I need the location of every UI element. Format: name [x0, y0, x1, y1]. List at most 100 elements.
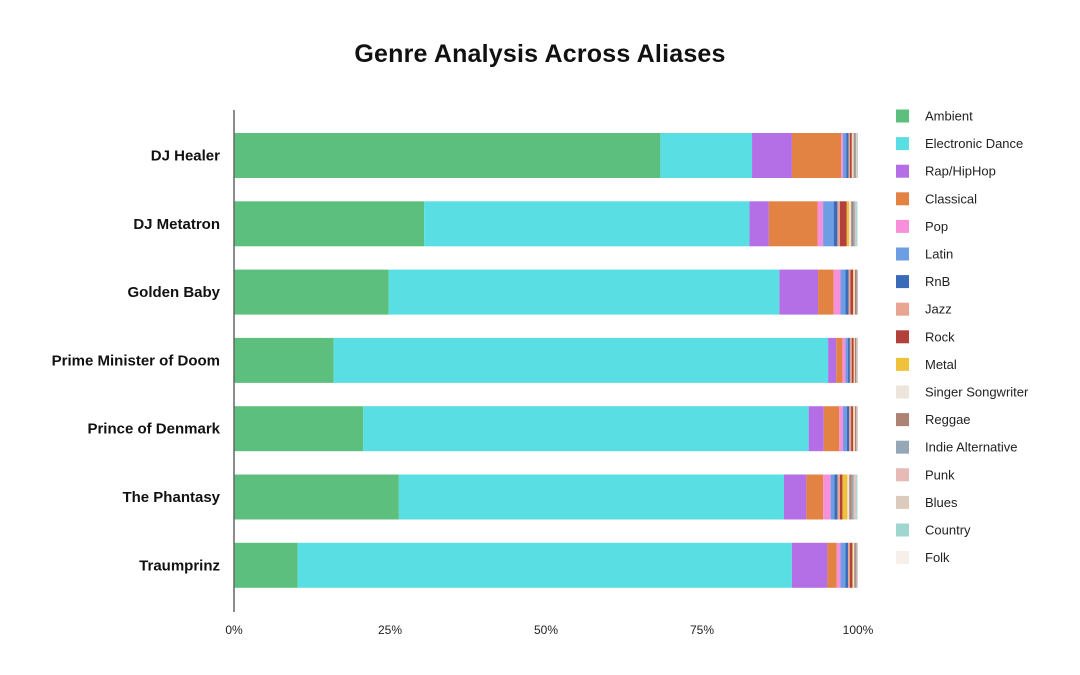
bar-segment-6-12 [855, 542, 857, 588]
bar-segment-6-9 [852, 542, 853, 588]
bar-segment-2-1 [388, 269, 780, 315]
legend-label: Ambient [925, 109, 973, 124]
bar-segment-6-4 [836, 542, 841, 588]
bar-segment-2-6 [845, 269, 849, 315]
bar-segment-4-12 [856, 406, 857, 452]
bar-segment-2-13 [857, 269, 858, 315]
bar-segment-1-15 [856, 201, 858, 247]
legend: Ambient Electronic Dance Rap/HipHop Classic… [896, 109, 1029, 565]
bar-segment-3-8 [851, 337, 854, 383]
bar-segment-1-2 [749, 201, 769, 247]
category-labels: DJ Healer DJ Metatron Golden Baby Prime Min… [52, 148, 221, 575]
bar-segment-3-14 [857, 337, 858, 383]
chart-title: Genre Analysis Across Aliases [354, 40, 726, 68]
bar-segment-4-9 [853, 406, 854, 452]
legend-swatch [896, 357, 909, 371]
bars-group [234, 133, 858, 588]
bar-segment-5-6 [834, 474, 838, 520]
category-label: Golden Baby [127, 284, 220, 301]
bar-segment-0-13 [856, 133, 857, 178]
bar-segment-2-10 [853, 269, 855, 315]
bar-segment-1-14 [855, 201, 857, 247]
category-label: Traumprinz [139, 557, 220, 574]
bar-segment-0-1 [660, 133, 753, 178]
bar-segment-0-7 [848, 133, 850, 178]
bar-segment-0-10 [852, 133, 854, 178]
bar-segment-1-1 [424, 201, 750, 247]
legend-label: Country [925, 523, 971, 538]
bar-segment-6-14 [857, 542, 858, 588]
bar-segment-2-8 [850, 269, 854, 315]
legend-label: Folk [925, 550, 950, 565]
bar-segment-2-9 [853, 269, 854, 315]
category-label: DJ Metatron [133, 216, 220, 233]
category-label: Prince of Denmark [87, 421, 220, 438]
bar-segment-5-4 [823, 474, 831, 520]
bar-segment-3-7 [849, 337, 852, 383]
bar-segment-3-1 [333, 337, 829, 383]
bar-segment-5-15 [856, 474, 858, 520]
bar-segment-3-2 [828, 337, 837, 383]
legend-label: Reggae [925, 412, 971, 427]
bar-segment-5-9 [842, 474, 848, 520]
bar-segment-5-12 [851, 474, 854, 520]
bar-segment-0-12 [854, 133, 857, 178]
legend-label: RnB [925, 274, 950, 289]
bar-segment-5-11 [849, 474, 852, 520]
bar-segment-5-2 [783, 474, 807, 520]
bar-segment-6-10 [853, 542, 855, 588]
bar-segment-0-3 [791, 133, 842, 178]
category-label: DJ Healer [151, 148, 220, 165]
bar-segment-2-3 [818, 269, 834, 315]
legend-label: Jazz [925, 302, 952, 317]
bar-segment-4-2 [808, 406, 824, 452]
bar-segment-4-14 [857, 406, 858, 452]
legend-swatch [896, 385, 909, 399]
legend-swatch [896, 302, 909, 316]
bar-segment-0-4 [841, 133, 844, 178]
bar-segment-0-8 [849, 133, 852, 178]
bar-segment-1-11 [851, 201, 854, 247]
legend-label: Blues [925, 495, 958, 510]
legend-label: Punk [925, 467, 955, 482]
bar-segment-2-7 [848, 269, 851, 315]
legend-swatch [896, 275, 909, 289]
bar-segment-3-10 [854, 337, 855, 383]
bar-segment-3-9 [853, 337, 855, 383]
bar-segment-1-9 [846, 201, 850, 247]
legend-swatch [896, 551, 909, 565]
bar-segment-4-11 [854, 406, 857, 452]
bar-segment-0-9 [851, 133, 853, 178]
legend-swatch [896, 330, 909, 344]
bar-segment-6-13 [856, 542, 858, 588]
bar-segment-1-13 [854, 201, 856, 247]
legend-label: Pop [925, 219, 948, 234]
bar-segment-0-11 [853, 133, 855, 178]
category-label: The Phantasy [122, 489, 220, 506]
bar-segment-3-4 [842, 337, 846, 383]
bar-segment-6-11 [854, 542, 856, 588]
bar-segment-4-7 [849, 406, 852, 452]
legend-swatch [896, 137, 909, 151]
legend-swatch [896, 109, 909, 123]
legend-label: Singer Songwriter [925, 385, 1029, 400]
bar-segment-1-5 [823, 201, 834, 247]
bar-segment-4-4 [839, 406, 844, 452]
bar-segment-6-7 [848, 542, 850, 588]
bar-segment-6-0 [234, 542, 298, 588]
bar-segment-4-0 [234, 406, 364, 452]
bar-segment-6-6 [845, 542, 849, 588]
bar-segment-4-8 [851, 406, 854, 452]
bar-segment-3-13 [856, 337, 858, 383]
legend-swatch [896, 219, 909, 233]
bar-segment-6-3 [827, 542, 837, 588]
legend-swatch [896, 413, 909, 427]
bar-segment-0-6 [846, 133, 849, 178]
bar-segment-1-0 [234, 201, 425, 247]
x-tick-labels: 0% 25% 50% 75% 100% [225, 623, 873, 637]
bar-segment-0-0 [234, 133, 661, 178]
bar-segment-6-2 [791, 542, 828, 588]
bar-segment-0-2 [752, 133, 792, 178]
legend-label: Rock [925, 329, 955, 344]
